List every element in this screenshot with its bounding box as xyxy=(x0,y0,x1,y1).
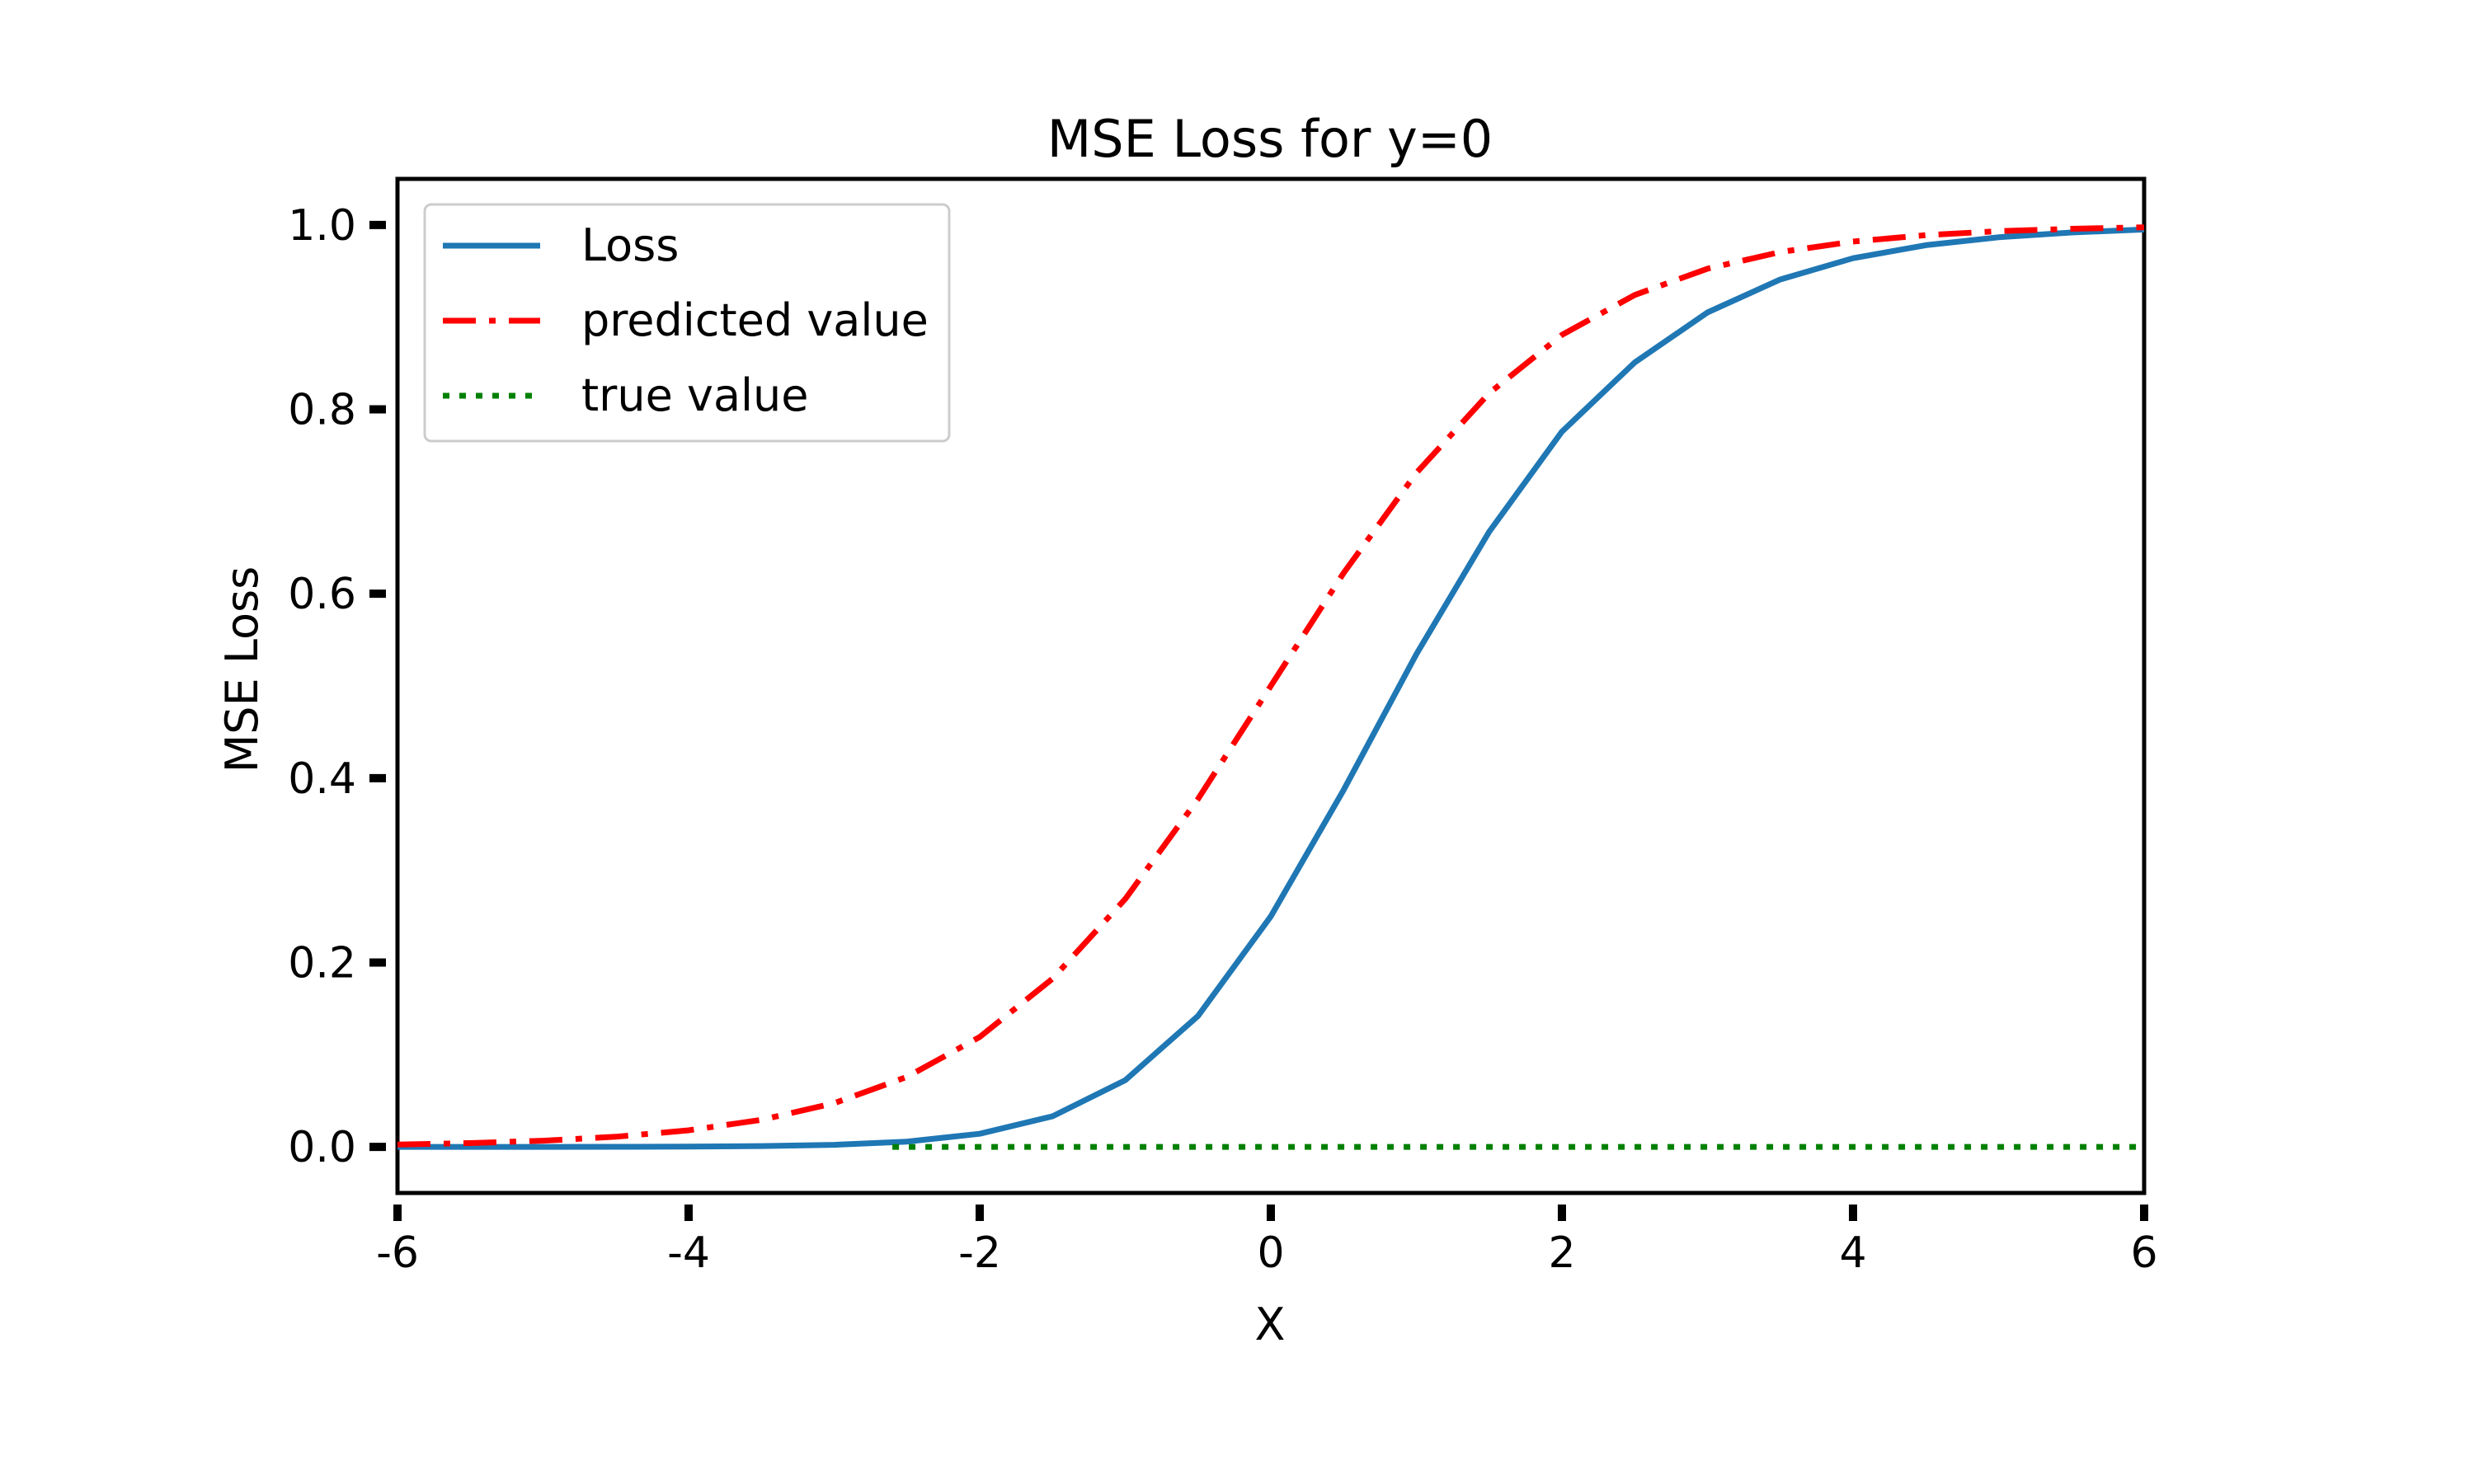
legend-box xyxy=(423,203,951,443)
plot-border xyxy=(395,176,2147,1195)
y-tick-label-1: 0.2 xyxy=(288,938,356,988)
legend: Loss predicted value true value xyxy=(423,203,951,443)
y-tick-label-4: 0.8 xyxy=(288,386,356,435)
x-tick-label-4: 2 xyxy=(1548,1228,1575,1278)
x-tick-label-6: 6 xyxy=(2130,1228,2157,1278)
legend-label-1: predicted value xyxy=(581,294,929,346)
series-layer xyxy=(397,224,2145,1150)
series-line-1 xyxy=(397,224,2145,1148)
axes-layer: -6 -4 -2 0 2 4 6 0.0 0.2 0.4 0.6 0.8 1.0 xyxy=(288,201,2157,1278)
x-tick-label-2: -2 xyxy=(958,1228,1001,1278)
x-tick-label-0: -6 xyxy=(376,1228,419,1278)
y-tick-label-2: 0.4 xyxy=(288,754,356,804)
legend-label-2: true value xyxy=(581,369,808,421)
plot-frame xyxy=(395,176,2147,1195)
x-tick-label-3: 0 xyxy=(1257,1228,1284,1278)
y-tick-label-3: 0.6 xyxy=(288,570,356,619)
legend-label-0: Loss xyxy=(581,219,679,271)
y-tick-label-0: 0.0 xyxy=(288,1123,356,1172)
chart-title: MSE Loss for y=0 xyxy=(1047,109,1493,169)
x-axis-label: X xyxy=(1255,1298,1286,1350)
x-tick-label-1: -4 xyxy=(667,1228,710,1278)
x-tick-label-5: 4 xyxy=(1839,1228,1866,1278)
series-line-0 xyxy=(397,226,2145,1150)
y-tick-label-5: 1.0 xyxy=(288,201,356,251)
y-axis-label: MSE Loss xyxy=(216,566,268,773)
